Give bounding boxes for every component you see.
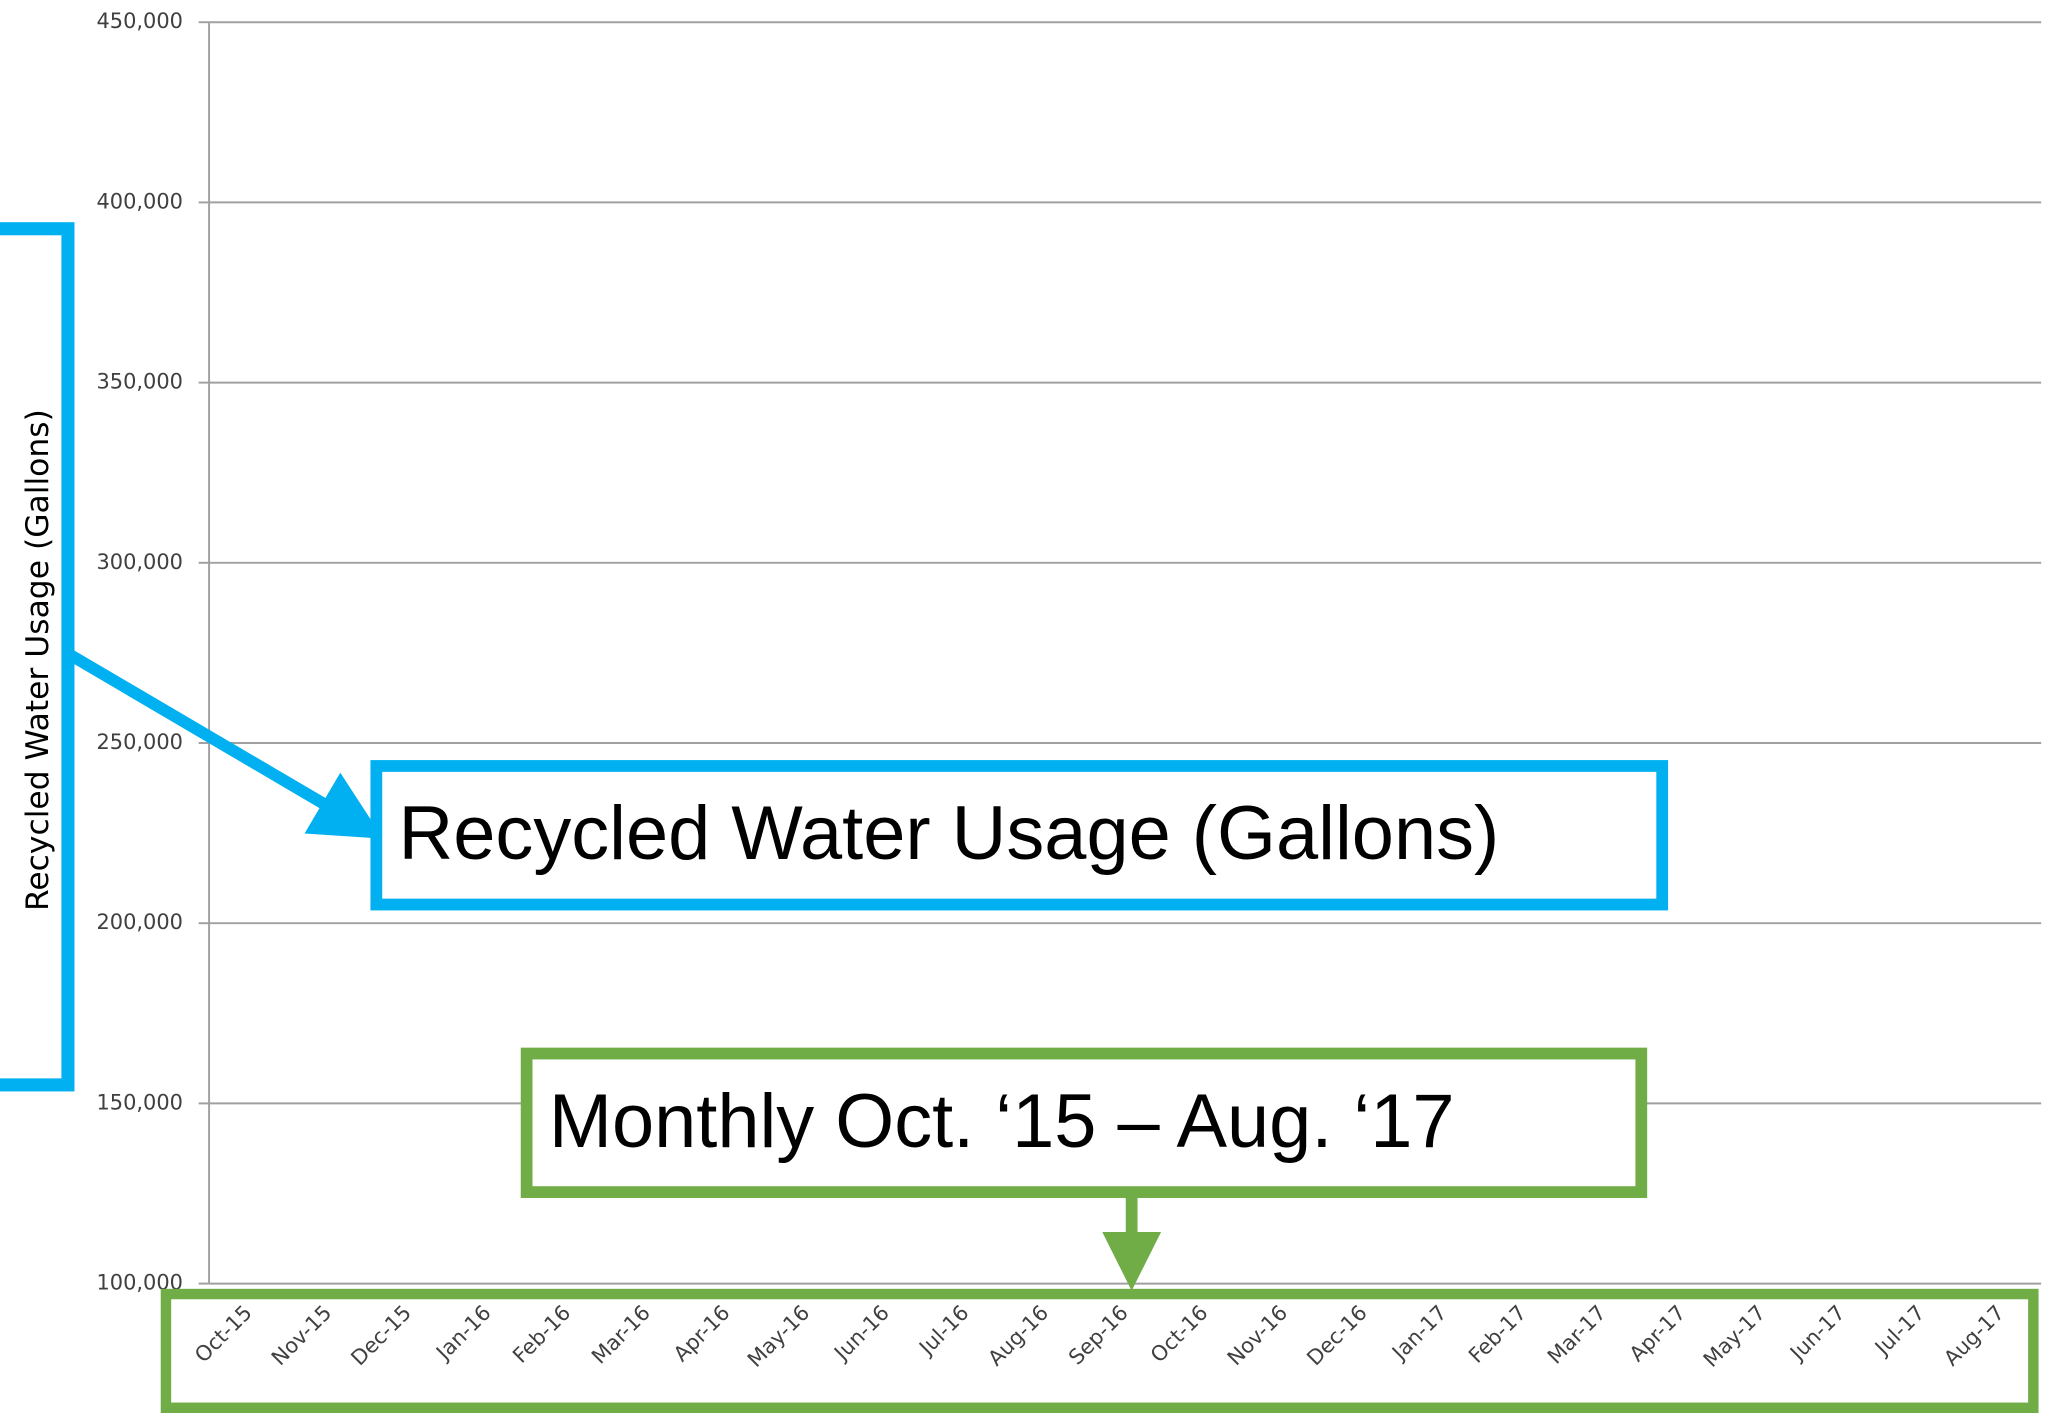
x-tick-label: Feb-16 bbox=[508, 1301, 575, 1368]
x-tick-label: Jun-16 bbox=[828, 1301, 894, 1367]
x-tick-label: May-16 bbox=[743, 1301, 814, 1372]
callout-box bbox=[520, 1047, 1648, 1198]
y-tick-label: 300,000 bbox=[97, 550, 183, 574]
x-tick-label: Apr-16 bbox=[669, 1301, 735, 1367]
x-tick-label: Jul-17 bbox=[1869, 1301, 1929, 1361]
x-tick-label: Aug-16 bbox=[983, 1301, 1053, 1371]
x-tick-label: Jul-16 bbox=[913, 1301, 973, 1361]
x-tick-label: Feb-17 bbox=[1464, 1301, 1531, 1368]
x-tick-label: Dec-15 bbox=[346, 1301, 416, 1371]
x-tick-label: Jun-17 bbox=[1784, 1301, 1850, 1367]
x-tick-label: Apr-17 bbox=[1625, 1301, 1691, 1367]
x-tick-label: Oct-15 bbox=[190, 1301, 257, 1368]
y-tick-label: 400,000 bbox=[97, 189, 183, 213]
x-tick-label: Jan-17 bbox=[1386, 1301, 1451, 1366]
y-tick-label: 350,000 bbox=[97, 370, 183, 394]
x-tick-label: Nov-16 bbox=[1223, 1301, 1293, 1371]
x-tick-label: Dec-16 bbox=[1302, 1301, 1372, 1371]
x-tick-label: Mar-17 bbox=[1543, 1301, 1611, 1369]
arrow bbox=[64, 648, 384, 839]
x-tick-label: Mar-16 bbox=[587, 1301, 655, 1369]
callout-text: Recycled Water Usage (Gallons) bbox=[399, 791, 1500, 876]
callout-text: Monthly Oct. ‘15 – Aug. ‘17 bbox=[549, 1079, 1455, 1164]
x-tick-label: Oct-16 bbox=[1146, 1301, 1213, 1368]
x-tick-label: May-17 bbox=[1699, 1301, 1770, 1372]
y-tick-label: 150,000 bbox=[97, 1090, 183, 1114]
y-tick-label: 450,000 bbox=[97, 9, 183, 33]
y-axis-label: Recycled Water Usage (Gallons) bbox=[20, 409, 56, 911]
y-tick-label: 200,000 bbox=[97, 910, 183, 934]
x-tick-label: Sep-16 bbox=[1064, 1301, 1133, 1370]
x-tick-label: Aug-17 bbox=[1939, 1301, 2009, 1371]
y-tick-label: 250,000 bbox=[97, 730, 183, 754]
callout-box bbox=[370, 760, 1669, 911]
x-tick-label: Nov-15 bbox=[267, 1301, 337, 1371]
x-tick-label: Jan-16 bbox=[430, 1301, 495, 1366]
highlight-box bbox=[160, 1288, 2039, 1413]
